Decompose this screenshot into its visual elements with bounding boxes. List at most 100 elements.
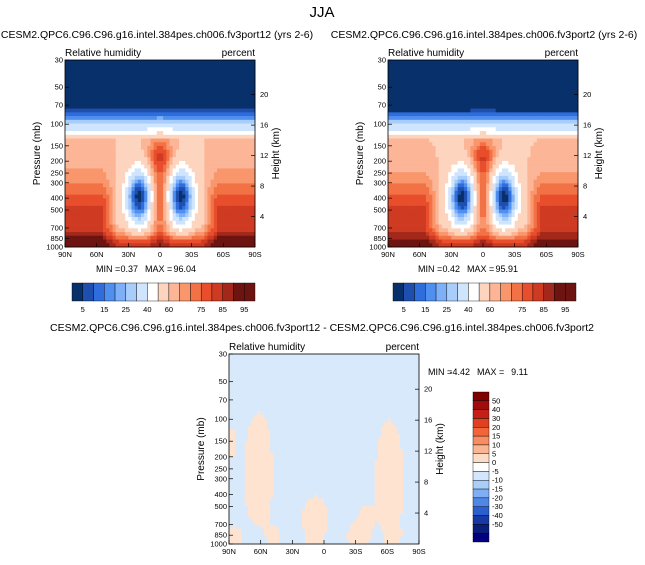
field-cell — [169, 149, 174, 154]
field-cell — [536, 93, 541, 98]
field-cell — [194, 213, 199, 218]
field-cell — [147, 146, 151, 151]
field-cell — [454, 82, 459, 87]
field-cell — [125, 71, 129, 76]
field-cell — [93, 112, 98, 117]
field-cell — [502, 112, 506, 117]
field-cell — [188, 198, 193, 203]
field-cell — [160, 194, 164, 199]
field-cell — [565, 112, 569, 117]
field-cell — [137, 239, 142, 244]
field-cell — [175, 82, 180, 87]
field-cell — [163, 146, 167, 151]
field-cell — [128, 232, 132, 237]
field-cell — [476, 63, 481, 68]
field-cell — [527, 112, 531, 117]
field-cell — [80, 97, 85, 102]
field-cell — [239, 239, 243, 244]
field-cell — [125, 127, 129, 132]
field-cell — [492, 142, 497, 147]
field-cell — [84, 224, 88, 229]
field-cell — [248, 86, 253, 91]
field-cell — [568, 112, 573, 117]
field-cell — [156, 119, 161, 124]
field-cell — [416, 157, 421, 162]
field-cell — [435, 131, 440, 136]
field-cell — [432, 74, 436, 80]
field-cell — [432, 82, 436, 87]
field-cell — [555, 160, 560, 166]
field-cell — [71, 86, 75, 91]
field-cell — [84, 67, 88, 72]
field-cell — [229, 157, 234, 162]
field-cell — [115, 183, 120, 188]
field-cell — [125, 172, 129, 177]
field-cell — [169, 63, 174, 68]
field-cell — [84, 179, 88, 184]
field-cell — [451, 168, 455, 173]
field-cell — [242, 127, 246, 132]
field-cell — [185, 67, 189, 72]
field-cell — [416, 93, 421, 98]
field-cell — [565, 149, 569, 154]
field-cell — [388, 63, 392, 68]
field-cell — [552, 101, 557, 106]
field-cell — [229, 187, 234, 192]
field-cell — [555, 123, 560, 128]
field-cell — [232, 160, 237, 166]
field-cell — [103, 131, 107, 136]
field-cell — [536, 142, 541, 147]
field-cell — [546, 116, 550, 121]
field-cell — [451, 97, 455, 102]
field-cell — [226, 205, 231, 210]
field-cell — [514, 97, 519, 102]
field-cell — [394, 67, 398, 72]
field-cell — [217, 127, 221, 132]
field-cell — [201, 123, 205, 128]
field-cell — [454, 157, 459, 162]
field-cell — [96, 86, 101, 91]
field-cell — [451, 123, 455, 128]
field-cell — [489, 112, 493, 117]
field-cell — [524, 78, 528, 83]
field-cell — [160, 71, 164, 76]
field-cell — [213, 243, 218, 248]
field-cell — [524, 146, 528, 151]
field-cell — [112, 232, 117, 237]
field-cell — [467, 153, 471, 158]
field-cell — [536, 78, 541, 83]
field-cell — [470, 101, 474, 106]
field-cell — [251, 179, 256, 184]
field-cell — [517, 146, 522, 151]
field-cell — [248, 134, 253, 139]
field-cell — [454, 142, 459, 147]
field-cell — [232, 175, 237, 181]
field-cell — [156, 82, 161, 87]
field-cell — [242, 104, 246, 109]
field-cell — [147, 123, 151, 128]
field-cell — [242, 97, 246, 102]
field-cell — [128, 224, 132, 229]
field-cell — [410, 153, 414, 158]
field-cell — [251, 213, 256, 218]
field-cell — [517, 138, 522, 143]
field-cell — [568, 153, 573, 158]
field-cell — [245, 108, 250, 113]
field-cell — [74, 142, 79, 147]
field-cell — [68, 60, 72, 65]
field-cell — [530, 175, 535, 181]
field-cell — [245, 153, 250, 158]
field-cell — [217, 149, 221, 154]
field-cell — [479, 86, 484, 91]
field-cell — [112, 146, 117, 151]
field-cell — [122, 142, 126, 147]
field-cell — [179, 86, 183, 91]
field-cell — [410, 78, 414, 83]
field-cell — [112, 60, 117, 65]
field-cell — [201, 239, 205, 244]
field-cell — [492, 116, 497, 121]
field-cell — [150, 119, 155, 124]
field-cell — [517, 134, 522, 139]
field-cell — [87, 198, 91, 203]
field-cell — [87, 232, 91, 237]
